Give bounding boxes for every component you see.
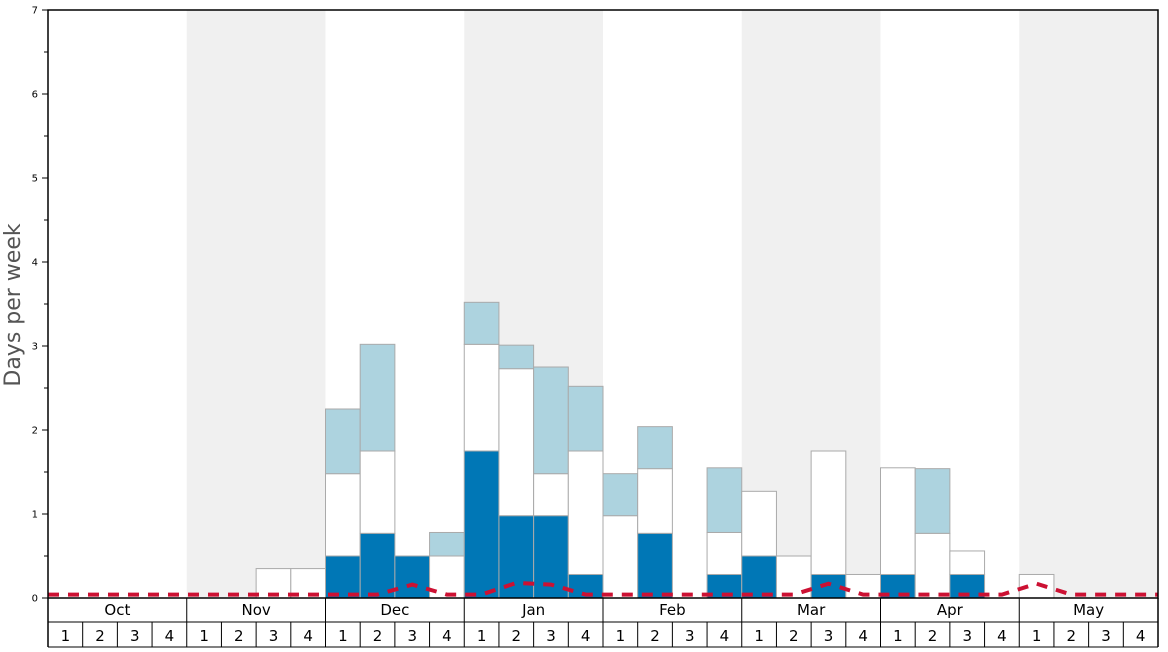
bar-dark-8 bbox=[325, 555, 361, 599]
average-line bbox=[48, 580, 1158, 597]
bar-white-15 bbox=[567, 450, 604, 575]
bar-dark-17 bbox=[637, 532, 673, 599]
bars-layer bbox=[255, 301, 1055, 599]
y-axis-label: Days per week bbox=[1, 223, 26, 386]
y-tick-label: 5 bbox=[32, 174, 38, 185]
bar-dark-12 bbox=[463, 450, 500, 599]
month-label-jan: Jan bbox=[521, 601, 545, 619]
bar-white-14 bbox=[533, 473, 569, 517]
week-label: 1 bbox=[616, 627, 626, 645]
week-label: 2 bbox=[928, 627, 938, 645]
week-label: 2 bbox=[234, 627, 244, 645]
week-label: 3 bbox=[1101, 627, 1111, 645]
y-tick-label: 4 bbox=[32, 258, 38, 269]
bar-white-22 bbox=[810, 450, 847, 575]
week-label: 1 bbox=[338, 627, 348, 645]
week-label: 1 bbox=[199, 627, 209, 645]
month-shade-nov bbox=[186, 10, 326, 598]
week-label: 4 bbox=[720, 627, 730, 645]
week-label: 3 bbox=[824, 627, 834, 645]
y-tick-label: 1 bbox=[32, 510, 38, 521]
bar-light-25 bbox=[914, 468, 951, 534]
y-tick-label: 2 bbox=[32, 426, 38, 437]
y-axis-layer: 0 1 2 3 4 5 6 7 bbox=[32, 6, 48, 605]
bar-white-20 bbox=[741, 490, 777, 557]
month-label-feb: Feb bbox=[659, 601, 686, 619]
week-label: 1 bbox=[893, 627, 903, 645]
bar-light-9 bbox=[359, 343, 396, 452]
month-shading-layer bbox=[186, 10, 1158, 598]
bar-dark-20 bbox=[741, 555, 777, 599]
bar-white-25 bbox=[914, 532, 951, 599]
bar-light-13 bbox=[498, 344, 535, 370]
bar-white-8 bbox=[325, 473, 361, 557]
week-label: 4 bbox=[997, 627, 1007, 645]
week-label: 4 bbox=[165, 627, 175, 645]
week-label: 3 bbox=[269, 627, 279, 645]
bar-light-16 bbox=[602, 473, 639, 517]
bar-light-17 bbox=[637, 426, 673, 470]
week-label: 1 bbox=[477, 627, 487, 645]
week-label: 4 bbox=[442, 627, 452, 645]
bar-light-14 bbox=[533, 366, 569, 475]
y-tick-label: 0 bbox=[32, 594, 38, 605]
week-label: 1 bbox=[1032, 627, 1042, 645]
week-label: 2 bbox=[650, 627, 660, 645]
x-axis-layer: Oct 1 2 3 4 Nov 1 2 3 4 Dec 1 2 3 4 Jan 1 2 3 4 Feb 1 2 3 4 Mar 1 2… bbox=[47, 598, 1159, 648]
bar-white-24 bbox=[880, 467, 916, 575]
week-label: 3 bbox=[962, 627, 972, 645]
average-line-layer bbox=[48, 580, 1158, 597]
week-label: 4 bbox=[1136, 627, 1146, 645]
bar-white-17 bbox=[637, 468, 673, 534]
week-label: 4 bbox=[581, 627, 591, 645]
bar-white-13 bbox=[498, 368, 535, 517]
week-label: 4 bbox=[303, 627, 313, 645]
month-label-apr: Apr bbox=[937, 601, 964, 619]
month-label-nov: Nov bbox=[241, 601, 270, 619]
y-tick-label: 6 bbox=[32, 90, 38, 101]
month-label-mar: Mar bbox=[797, 601, 826, 619]
month-shade-may bbox=[1019, 10, 1158, 598]
y-tick-label: 3 bbox=[32, 342, 38, 353]
week-label: 1 bbox=[61, 627, 71, 645]
month-label-oct: Oct bbox=[104, 601, 130, 619]
y-tick-label: 7 bbox=[32, 6, 38, 17]
bar-white-26 bbox=[949, 550, 986, 575]
bar-light-15 bbox=[567, 385, 604, 452]
week-label: 2 bbox=[789, 627, 799, 645]
bar-light-19 bbox=[706, 467, 743, 533]
bar-white-12 bbox=[463, 343, 500, 452]
week-label: 3 bbox=[407, 627, 417, 645]
week-label: 2 bbox=[1067, 627, 1077, 645]
bar-light-12 bbox=[463, 301, 500, 345]
week-label: 3 bbox=[546, 627, 556, 645]
week-label: 3 bbox=[130, 627, 140, 645]
bar-dark-9 bbox=[359, 532, 396, 599]
week-label: 3 bbox=[685, 627, 695, 645]
week-label: 4 bbox=[858, 627, 868, 645]
bar-dark-10 bbox=[394, 555, 431, 599]
week-label: 1 bbox=[754, 627, 764, 645]
bar-white-9 bbox=[359, 450, 396, 534]
week-label: 2 bbox=[95, 627, 105, 645]
week-label: 2 bbox=[512, 627, 522, 645]
bar-light-11 bbox=[429, 531, 465, 557]
month-label-may: May bbox=[1073, 601, 1104, 619]
bar-white-16 bbox=[602, 515, 639, 599]
bar-white-19 bbox=[706, 531, 743, 575]
bar-light-8 bbox=[325, 408, 361, 475]
week-label: 2 bbox=[373, 627, 383, 645]
month-label-dec: Dec bbox=[380, 601, 409, 619]
